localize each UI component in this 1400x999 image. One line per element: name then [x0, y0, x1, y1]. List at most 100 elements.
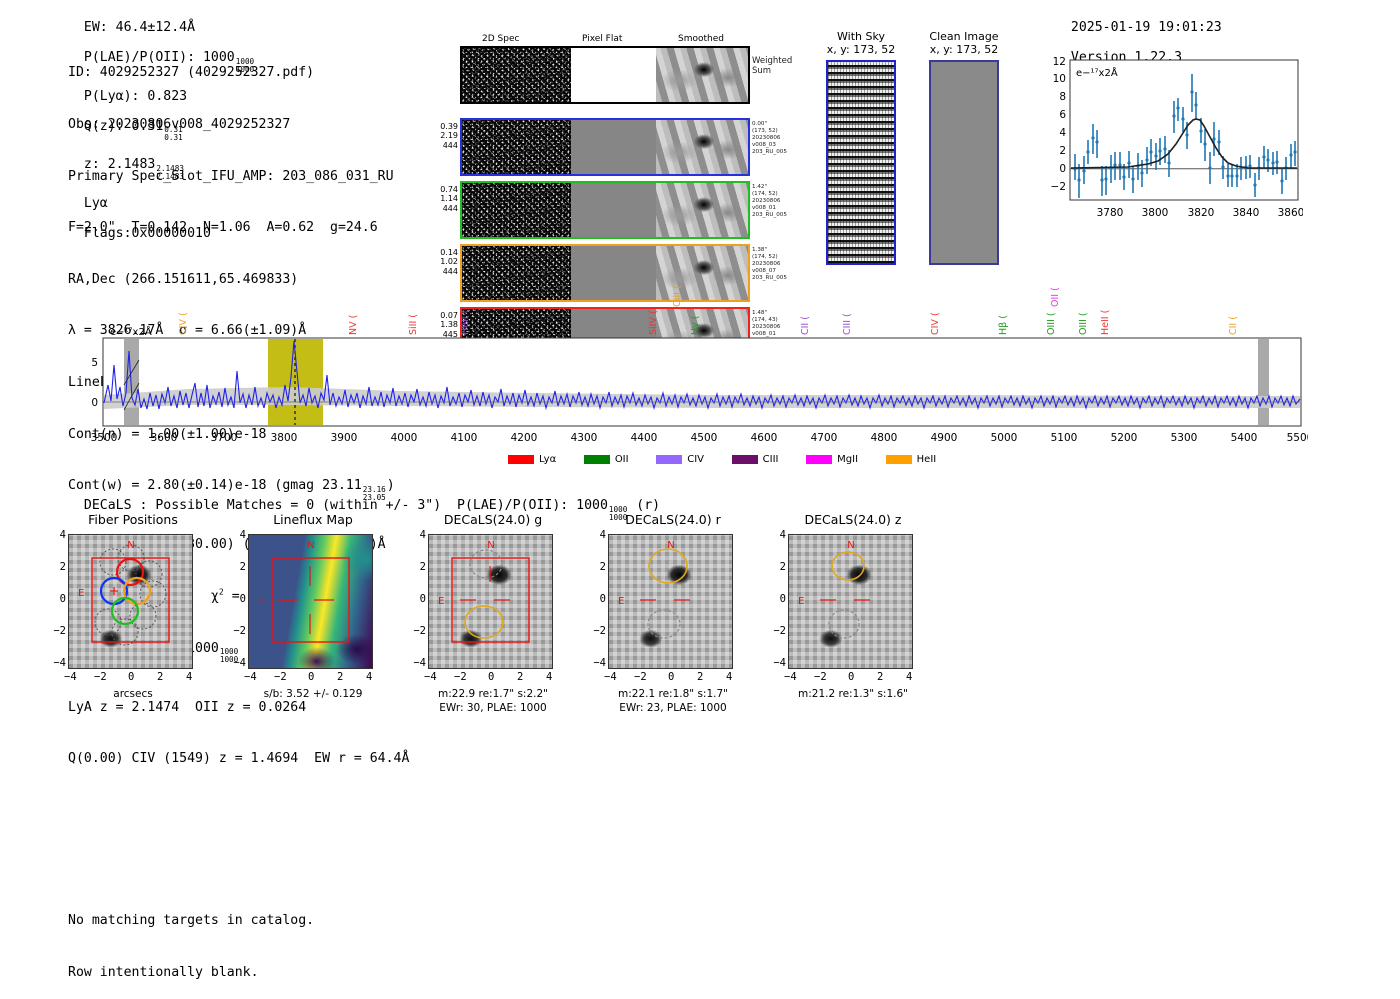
fiber-1-smoothed: [656, 120, 748, 174]
svg-text:4700: 4700: [811, 432, 838, 444]
legend-swatch-lya: [508, 455, 534, 464]
decals-g-title: DECaLS(24.0) g: [443, 512, 543, 527]
clean-image-image: [929, 60, 999, 265]
svg-text:OIII (: OIII (: [1046, 312, 1057, 335]
lineflux-map-image: [248, 534, 373, 669]
svg-text:4: 4: [1059, 127, 1066, 139]
svg-text:6: 6: [1059, 109, 1066, 121]
decals-g-yaxis: 4 2 0 −2 −4: [413, 529, 426, 669]
svg-text:0: 0: [91, 397, 98, 409]
decals-g-image: [428, 534, 553, 669]
info-line-redshifts: LyA z = 2.1474 OII z = 0.0264: [68, 699, 307, 715]
svg-text:4500: 4500: [691, 432, 718, 444]
svg-text:HeII (: HeII (: [460, 310, 471, 335]
svg-text:HeII (: HeII (: [1100, 310, 1111, 335]
decals-g-caption1: m:22.9 re:1.7" s:2.2": [438, 688, 548, 700]
weighted-sum-smoothed: [656, 48, 748, 102]
svg-text:E: E: [78, 588, 84, 599]
svg-text:CIII (: CIII (: [842, 313, 853, 335]
svg-text:E: E: [438, 596, 444, 607]
svg-text:3800: 3800: [271, 432, 298, 444]
svg-text:10: 10: [1053, 73, 1066, 85]
svg-text:E: E: [258, 596, 264, 607]
svg-text:CIV (: CIV (: [178, 312, 189, 335]
svg-text:CII (: CII (: [800, 316, 811, 335]
footer-notes: No matching targets in catalog. Row inte…: [68, 877, 314, 999]
decals-r-title: DECaLS(24.0) r: [625, 512, 721, 527]
svg-text:4200: 4200: [511, 432, 538, 444]
decals-g-caption2: EWr: 30, PLAE: 1000: [439, 702, 547, 714]
svg-text:4100: 4100: [451, 432, 478, 444]
montage-row-fiber-2: 0.74 1.14 444 1.42" (174, 52) 20230806 v…: [440, 181, 787, 239]
footer-line-2: Row intentionally blank.: [68, 965, 259, 981]
decals-plae-fraction: 1000 1000: [608, 504, 628, 522]
svg-text:Hγ (: Hγ (: [690, 316, 701, 336]
header-z-fraction: 2.1483 2.1483: [156, 164, 184, 182]
fiber-positions-image: [68, 534, 193, 669]
decals-r-overlay: N E: [618, 540, 690, 639]
fiber-2-left-label: 0.74 1.14 444: [440, 185, 458, 213]
svg-text:CIV (: CIV (: [930, 312, 941, 335]
lineflux-map-title: Lineflux Map: [273, 512, 353, 527]
svg-text:OII (: OII (: [1050, 287, 1061, 307]
svg-text:SiII (: SiII (: [408, 314, 419, 335]
decals-z-yaxis: 4 2 0 −2 −4: [773, 529, 786, 669]
svg-text:5000: 5000: [991, 432, 1018, 444]
legend-item-mgii: MgII: [806, 454, 858, 465]
header-summary-line: EW: 46.4±12.4Å P(LAE)/P(OII): 1000 1000 10…: [68, 5, 255, 241]
info-line-cont-w: Cont(w) = 2.80(±0.14)e-18 (gmag 23.11 23.…: [68, 478, 395, 502]
decals-r-image: [608, 534, 733, 669]
info-line-obs: Obs: 20230806v008_4029252327: [68, 117, 291, 133]
gaussian-fit-curve: [1070, 118, 1297, 169]
line-fit-chart: 12 10 8 6 4 2 0 −2 e−¹⁷x2Å 3780 3800 382…: [1038, 56, 1305, 236]
fiber-1-right-label: 0.00" (173, 52) 20230806 v008_03 203_RU_…: [752, 121, 787, 155]
montage-title-smoothed: Smoothed: [678, 34, 724, 44]
svg-text:N: N: [847, 540, 854, 551]
fiber-3-left-label: 0.14 1.02 444: [440, 248, 458, 276]
fiber-positions-title: Fiber Positions: [88, 512, 178, 527]
info-line-seeing: F=2.0" T=0.142 N=1.06 A=0.62 g=24.6: [68, 220, 378, 236]
montage-row-weighted-sum: Weighted Sum: [460, 46, 792, 104]
svg-text:5400: 5400: [1231, 432, 1258, 444]
legend-swatch-civ: [656, 455, 683, 464]
svg-text:8: 8: [1059, 91, 1066, 103]
decals-r-caption2: EWr: 23, PLAE: 1000: [619, 702, 727, 714]
fiber-2-smoothed: [656, 183, 748, 237]
full-spectrum-svg: CIV ( NV ( SiII ( HeII ( CIII ( SiIV ( H…: [91, 285, 1314, 444]
legend-item-lya: Lyα: [508, 454, 556, 465]
svg-text:5200: 5200: [1111, 432, 1138, 444]
svg-text:4900: 4900: [931, 432, 958, 444]
fiber-positions-overlay: N E: [78, 540, 170, 646]
clean-image-coords: x, y: 173, 52: [929, 43, 999, 56]
weighted-sum-label: Weighted Sum: [752, 56, 793, 76]
decals-z-image: [788, 534, 913, 669]
decals-z-caption1: m:21.2 re:1.3" s:1.6": [798, 688, 908, 700]
info-line-primary-spec: Primary Spec_Slot_IFU_AMP: 203_086_031_R…: [68, 168, 394, 184]
svg-text:5500: 5500: [1287, 432, 1308, 444]
header-lya-label: Lyα: [83, 196, 108, 212]
svg-text:3840: 3840: [1233, 207, 1260, 219]
header-plae-fraction: 1000 1000: [235, 56, 255, 74]
svg-text:0: 0: [1059, 163, 1066, 175]
info-line-id: ID: 4029252327 (4029252327.pdf): [68, 65, 315, 81]
info-line-radec: RA,Dec (266.151611,65.469833): [68, 271, 299, 287]
svg-text:E: E: [618, 596, 624, 607]
svg-text:4800: 4800: [871, 432, 898, 444]
svg-text:N: N: [487, 540, 494, 551]
legend-swatch-oii: [583, 455, 610, 464]
svg-text:12: 12: [1053, 56, 1066, 68]
legend-swatch-mgii: [806, 455, 833, 464]
header-plya: P(Lyα): 0.823: [83, 88, 188, 104]
svg-text:3600: 3600: [151, 432, 178, 444]
montage-row-fiber-1: 0.39 2.19 444 0.00" (173, 52) 20230806 v…: [440, 118, 787, 176]
spectrum-trace: [103, 340, 1301, 411]
fiber-3-smoothed: [656, 246, 748, 300]
lineflux-map-yaxis: 4 2 0 −2 −4: [233, 529, 246, 669]
legend-swatch-ciii: [731, 455, 758, 464]
decals-r-yaxis: 4 2 0 −2 −4: [593, 529, 606, 669]
svg-text:−2: −2: [1051, 181, 1066, 193]
svg-text:4300: 4300: [571, 432, 598, 444]
line-fit-svg: 12 10 8 6 4 2 0 −2 e−¹⁷x2Å 3780 3800 382…: [1051, 56, 1305, 219]
footer-line-1: No matching targets in catalog.: [68, 912, 315, 928]
svg-text:NV (: NV (: [348, 315, 359, 335]
